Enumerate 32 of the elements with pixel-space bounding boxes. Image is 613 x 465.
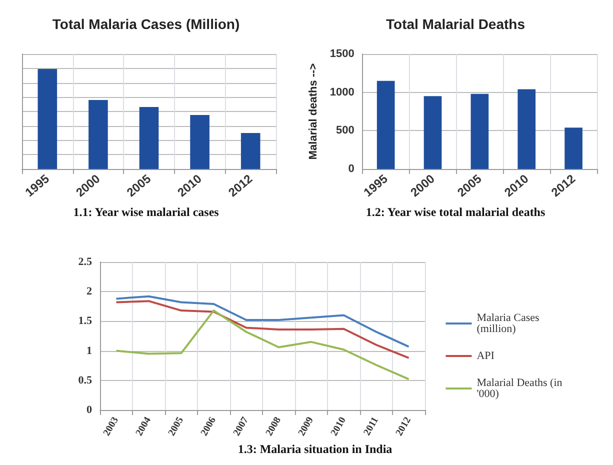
- legend-label: Malaria Cases (million): [476, 312, 542, 335]
- bar: [38, 69, 58, 169]
- y-tick-label: 1000: [330, 86, 354, 98]
- chart-title: Total Malarial Deaths: [386, 16, 526, 32]
- bar: [88, 100, 108, 169]
- bar: [518, 89, 536, 169]
- y-tick-label: 0.5: [78, 374, 92, 386]
- y-tick-label: 1: [86, 344, 92, 357]
- bar: [376, 80, 395, 169]
- y-tick-label: 2.5: [78, 256, 92, 268]
- bar: [139, 107, 159, 169]
- y-tick-label: 500: [336, 124, 354, 137]
- y-tick-label: 0: [86, 404, 92, 416]
- legend-label: Malarial Deaths (in '000): [476, 377, 566, 400]
- y-axis-title: Malarial deaths -->: [308, 63, 320, 160]
- y-tick-label: 1.5: [78, 315, 92, 328]
- text: 1.3: Malaria situation in India: [238, 442, 392, 456]
- line-series: [115, 295, 410, 348]
- bar: [424, 96, 442, 169]
- legend-label: API: [476, 350, 495, 362]
- bar: [470, 94, 489, 169]
- text: 1.1: Year wise malarial cases: [73, 205, 220, 219]
- bar: [564, 128, 582, 169]
- y-tick-label: 0: [348, 163, 354, 175]
- line-series: [115, 300, 410, 359]
- line-series: [115, 310, 410, 380]
- bar: [240, 133, 260, 169]
- y-tick-label: 1500: [330, 48, 354, 60]
- text: 1.2: Year wise total malarial deaths: [366, 205, 546, 219]
- y-tick-label: 2: [86, 286, 92, 298]
- bar: [190, 115, 210, 169]
- chart-title: Total Malaria Cases (Million): [52, 16, 240, 32]
